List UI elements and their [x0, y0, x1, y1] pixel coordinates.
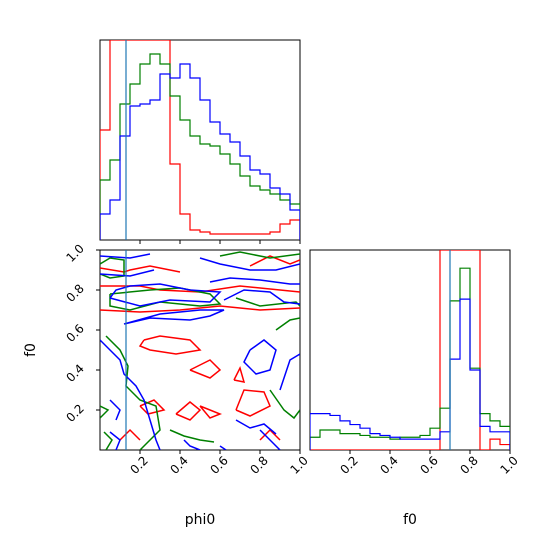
contour-line	[175, 401, 202, 421]
x-tick-label: 0.2	[337, 453, 360, 476]
contour-line	[275, 317, 300, 331]
contour-line	[259, 429, 281, 450]
contour-line	[100, 405, 110, 419]
contour-line	[109, 431, 121, 450]
contour-line	[243, 339, 277, 375]
hist-f0-series-2	[310, 298, 510, 450]
hist-phi0-plot	[100, 40, 300, 240]
contour-line	[105, 335, 161, 450]
y-axis-label-f0: f0	[23, 343, 39, 357]
x-tick-label: 0.6	[207, 453, 230, 476]
contour-line	[189, 359, 222, 379]
contour-line	[235, 389, 271, 417]
contour-line	[235, 419, 277, 435]
contour-line	[100, 265, 181, 273]
contour-line	[100, 253, 151, 259]
contour-line	[100, 257, 125, 279]
hist-phi0-series-1	[100, 53, 300, 240]
y-tick-label: 0.8	[63, 281, 86, 304]
contour-line	[269, 389, 300, 420]
contour-line	[138, 335, 202, 355]
contour-line	[123, 309, 225, 325]
contour-plot	[100, 250, 300, 450]
contour-line	[100, 269, 155, 277]
x-axis-label-f0: f0	[403, 512, 417, 528]
contour-line	[183, 439, 201, 450]
x-tick-label: 0.6	[417, 453, 440, 476]
x-tick-label: 0.8	[247, 453, 270, 476]
x-axis-label-phi0: phi0	[185, 512, 216, 528]
hist-phi0-series-2	[100, 63, 300, 240]
contour-line	[100, 305, 300, 313]
x-tick-label: 0.8	[457, 453, 480, 476]
contour-line	[103, 431, 113, 450]
x-tick-label: 0.4	[167, 453, 190, 476]
contour-line	[169, 429, 215, 443]
contour-line	[139, 399, 166, 415]
y-tick-label: 1.0	[63, 241, 86, 264]
contour-line	[259, 428, 281, 441]
hist-f0-series-0	[310, 250, 510, 450]
contour-line	[199, 405, 223, 419]
contour-line	[109, 283, 222, 307]
contour-line	[109, 399, 121, 421]
hist-f0-plot	[310, 250, 510, 450]
contour-line	[235, 297, 300, 307]
y-tick-label: 0.2	[63, 401, 86, 424]
y-tick-label: 0.6	[63, 321, 86, 344]
contour-line	[209, 277, 300, 285]
contour-line	[119, 428, 141, 441]
x-tick-label: 0.4	[377, 453, 400, 476]
contour-line	[233, 365, 246, 383]
x-tick-label: 1.0	[497, 453, 520, 476]
contour-line	[219, 251, 300, 259]
contour-line	[249, 255, 300, 267]
y-tick-label: 0.4	[63, 361, 86, 384]
contour-line	[279, 353, 300, 391]
x-tick-label: 0.2	[127, 453, 150, 476]
contour-line	[109, 287, 222, 311]
contour-line	[219, 445, 227, 450]
hist-phi0-series-0	[100, 40, 300, 240]
contour-line	[199, 257, 300, 271]
x-tick-label: 1.0	[287, 453, 310, 476]
contour-line	[223, 289, 300, 305]
contour-line	[100, 339, 161, 450]
